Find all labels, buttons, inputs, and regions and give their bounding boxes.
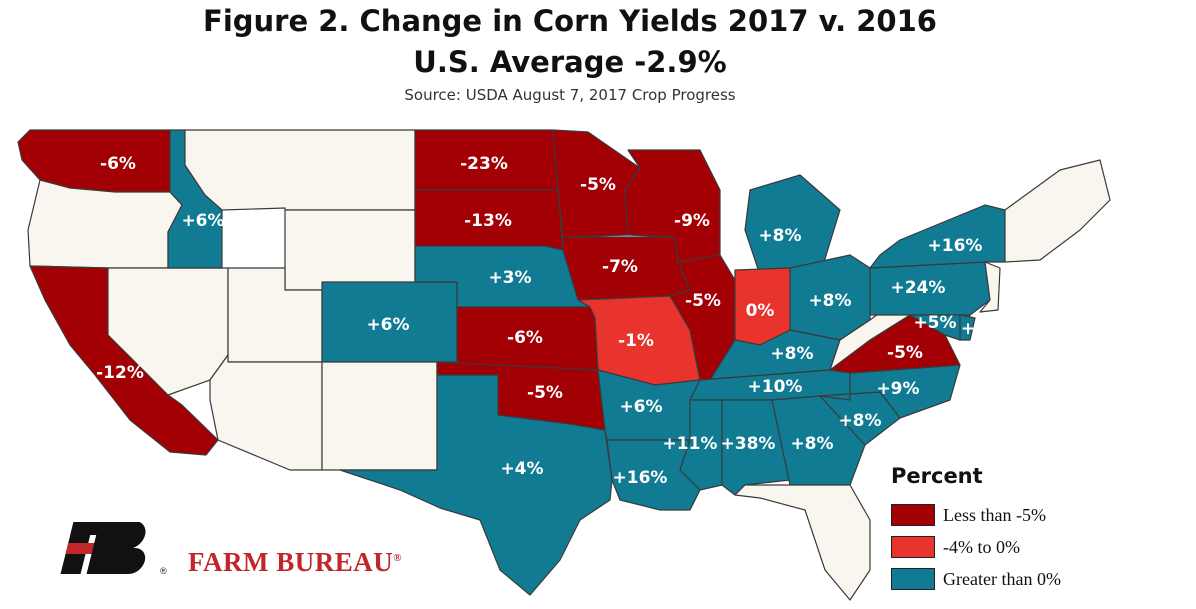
- state-wy: [284, 209, 416, 291]
- state-label-mn: -5%: [580, 175, 616, 195]
- chart-subtitle: U.S. Average -2.9%: [413, 45, 727, 79]
- state-label-va: -5%: [887, 343, 923, 363]
- state-label-ky: +8%: [770, 344, 813, 364]
- state-ny: [869, 204, 1006, 269]
- legend-label-high: Greater than 0%: [943, 568, 1061, 589]
- state-label-sc: +8%: [838, 411, 881, 431]
- legend-label-mid: -4% to 0%: [943, 536, 1020, 557]
- state-label-pa: +24%: [891, 278, 946, 298]
- state-label-la: +16%: [613, 468, 668, 488]
- state-label-mi: +8%: [758, 226, 801, 246]
- state-nm: [321, 361, 438, 471]
- state-label-id: +6%: [181, 211, 224, 231]
- state-label-nd: -23%: [460, 154, 508, 174]
- state-label-sd: -13%: [464, 211, 512, 231]
- state-label-ok: -5%: [527, 383, 563, 403]
- chart-title: Figure 2. Change in Corn Yields 2017 v. …: [203, 4, 937, 38]
- state-wi: [624, 149, 721, 263]
- logo-registered-mark: ®: [160, 566, 167, 576]
- legend-swatch-mid: [891, 536, 935, 558]
- state-label-ne: +3%: [488, 268, 531, 288]
- state-or: [27, 179, 183, 269]
- state-label-mo: -1%: [618, 331, 654, 351]
- legend-swatch-high: [891, 568, 935, 590]
- state-label-de: +: [961, 319, 975, 339]
- farm-bureau-logo: [60, 522, 146, 574]
- state-label-ar: +6%: [619, 397, 662, 417]
- state-label-ny: +16%: [928, 236, 983, 256]
- state-label-ia: -7%: [602, 257, 638, 277]
- state-label-ms: +11%: [663, 434, 718, 454]
- legend-title: Percent: [891, 464, 983, 488]
- state-label-md: +5%: [913, 313, 956, 333]
- state-label-wa: -6%: [100, 154, 136, 174]
- state-label-wi: -9%: [674, 211, 710, 231]
- state-mt: [184, 129, 416, 211]
- state-label-in: 0%: [746, 301, 775, 321]
- state-label-ca: -12%: [96, 363, 144, 383]
- state-label-ks: -6%: [507, 328, 543, 348]
- state-az: [209, 354, 323, 471]
- brand-name: FARM BUREAU®: [188, 547, 402, 578]
- legend-item-low: Less than -5%: [891, 503, 1046, 527]
- state-nc: [819, 364, 961, 419]
- brand-text: FARM BUREAU: [188, 547, 394, 577]
- state-tx: [339, 374, 613, 596]
- legend-item-high: Greater than 0%: [891, 567, 1061, 591]
- state-ga: [771, 395, 866, 486]
- state-label-nc: +9%: [876, 379, 919, 399]
- state-label-al: +38%: [721, 434, 776, 454]
- brand-registered-mark: ®: [393, 552, 402, 564]
- state-label-tx: +4%: [500, 459, 543, 479]
- legend-label-low: Less than -5%: [943, 504, 1046, 525]
- state-nj: [979, 261, 1001, 313]
- legend-item-mid: -4% to 0%: [891, 535, 1020, 559]
- state-label-tn: +10%: [748, 377, 803, 397]
- state-ne-region: [1004, 159, 1111, 263]
- state-label-ga: +8%: [790, 434, 833, 454]
- state-de: [959, 314, 976, 341]
- source-note: Source: USDA August 7, 2017 Crop Progres…: [404, 86, 736, 104]
- state-fl: [734, 484, 871, 601]
- state-label-oh: +8%: [808, 291, 851, 311]
- state-label-il: -5%: [685, 291, 721, 311]
- state-label-co: +6%: [366, 315, 409, 335]
- legend-swatch-low: [891, 504, 935, 526]
